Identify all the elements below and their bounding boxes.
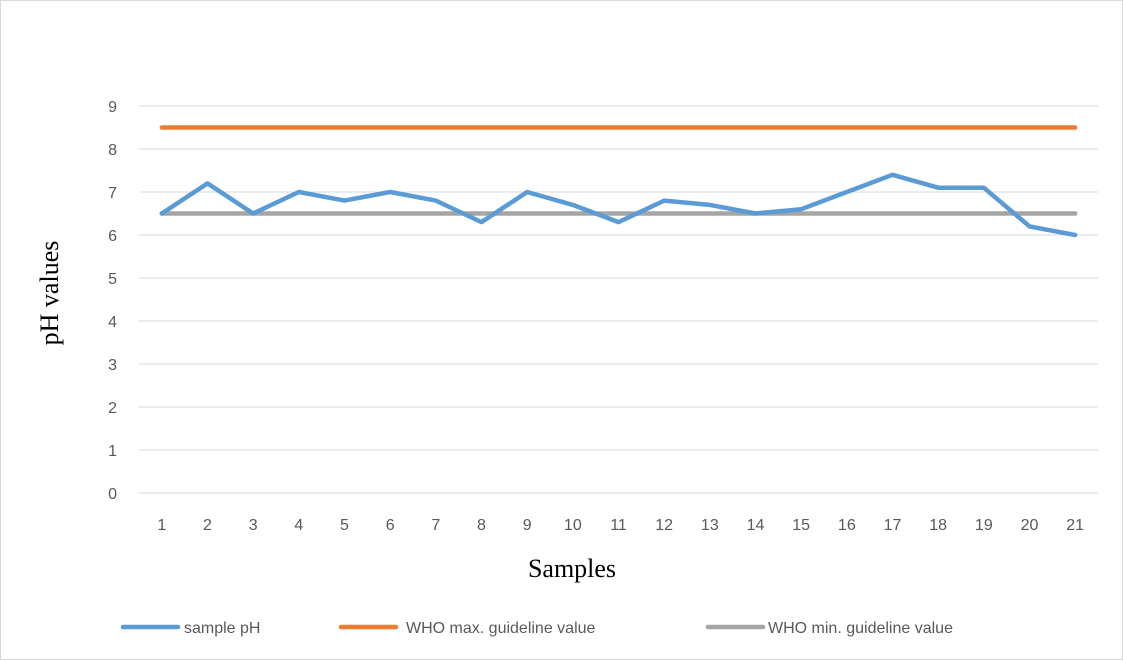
y-axis-title: pH values bbox=[35, 241, 64, 346]
y-tick-label: 2 bbox=[108, 400, 117, 417]
x-tick-label: 16 bbox=[838, 517, 856, 534]
x-tick-label: 8 bbox=[477, 517, 486, 534]
x-tick-label: 6 bbox=[386, 517, 395, 534]
y-tick-label: 3 bbox=[108, 357, 117, 374]
x-tick-label: 4 bbox=[294, 517, 303, 534]
y-tick-label: 5 bbox=[108, 271, 117, 288]
x-tick-label: 3 bbox=[249, 517, 258, 534]
x-tick-label: 10 bbox=[564, 517, 582, 534]
x-tick-label: 5 bbox=[340, 517, 349, 534]
series-line-sample-ph bbox=[159, 172, 1078, 238]
y-tick-label: 4 bbox=[108, 314, 117, 331]
x-tick-label: 2 bbox=[203, 517, 212, 534]
x-tick-label: 11 bbox=[610, 517, 627, 534]
x-axis-title: Samples bbox=[528, 554, 616, 583]
legend-label: sample pH bbox=[184, 620, 260, 637]
x-tick-label: 7 bbox=[431, 517, 440, 534]
y-tick-labels: 0 1 2 3 4 5 6 7 8 9 bbox=[108, 99, 117, 503]
x-tick-label: 9 bbox=[523, 517, 532, 534]
y-tick-label: 7 bbox=[108, 185, 117, 202]
x-tick-label: 1 bbox=[157, 517, 166, 534]
y-tick-label: 8 bbox=[108, 142, 117, 159]
x-tick-label: 20 bbox=[1021, 517, 1039, 534]
legend-label: WHO min. guideline value bbox=[768, 620, 953, 637]
x-tick-label: 19 bbox=[975, 517, 993, 534]
y-tick-label: 0 bbox=[108, 486, 117, 503]
series-lines bbox=[159, 125, 1078, 238]
x-tick-label: 13 bbox=[701, 517, 719, 534]
x-tick-label: 12 bbox=[655, 517, 673, 534]
gridlines bbox=[139, 105, 1098, 494]
y-tick-label: 9 bbox=[108, 99, 117, 116]
y-tick-label: 6 bbox=[108, 228, 117, 245]
legend-label: WHO max. guideline value bbox=[406, 620, 596, 637]
x-tick-label: 21 bbox=[1066, 517, 1084, 534]
x-tick-labels: 1 2 3 4 5 6 7 8 9 10 11 12 13 14 15 16 17 18 19 20 21 bbox=[157, 517, 1084, 534]
legend: sample pH WHO max. guideline value WHO min… bbox=[120, 620, 953, 637]
y-tick-label: 1 bbox=[108, 443, 117, 460]
x-tick-label: 15 bbox=[792, 517, 810, 534]
x-tick-label: 18 bbox=[929, 517, 947, 534]
x-tick-label: 14 bbox=[747, 517, 765, 534]
x-tick-label: 17 bbox=[884, 517, 902, 534]
